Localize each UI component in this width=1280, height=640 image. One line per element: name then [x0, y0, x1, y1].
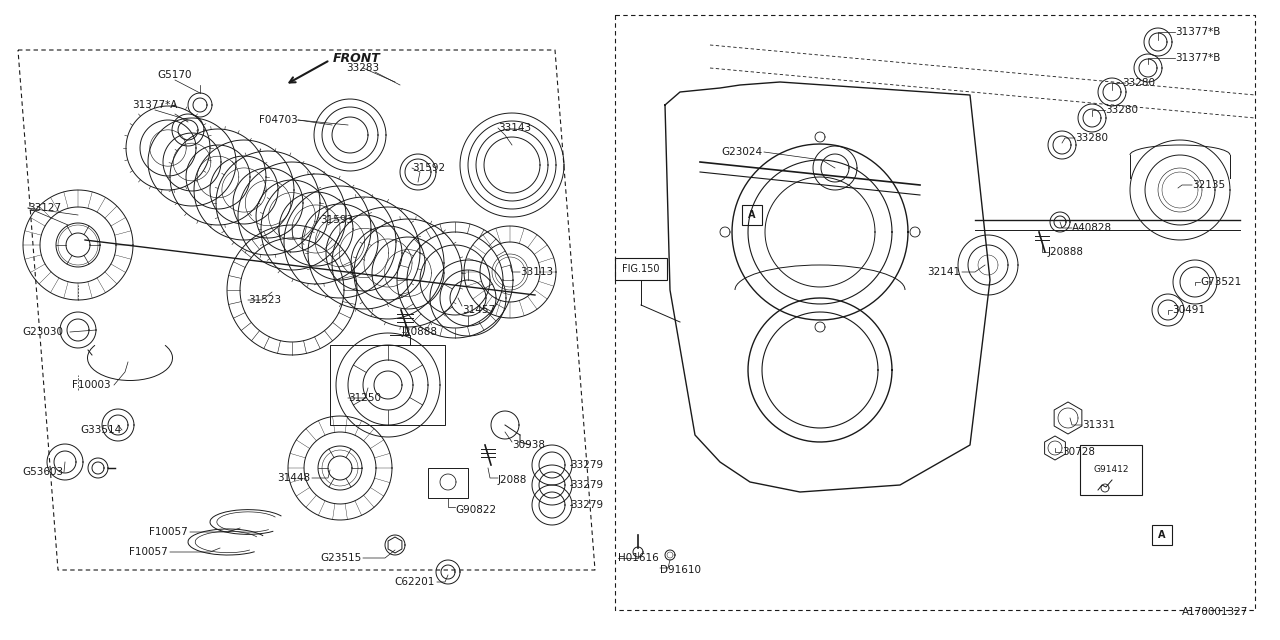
Text: G91412: G91412 — [1093, 465, 1129, 474]
Text: J20888: J20888 — [402, 327, 438, 337]
Text: 31250: 31250 — [348, 393, 381, 403]
Text: FRONT: FRONT — [333, 51, 380, 65]
Text: F10057: F10057 — [150, 527, 188, 537]
Text: A: A — [1158, 530, 1166, 540]
Text: 33280: 33280 — [1123, 78, 1155, 88]
Text: H01616: H01616 — [618, 553, 659, 563]
Bar — [330, 345, 445, 425]
Text: 30491: 30491 — [1172, 305, 1204, 315]
Text: 32135: 32135 — [1192, 180, 1225, 190]
Text: 33127: 33127 — [28, 203, 61, 213]
Text: G73521: G73521 — [1201, 277, 1242, 287]
Text: 31377*B: 31377*B — [1175, 53, 1220, 63]
Text: 33280: 33280 — [1105, 105, 1138, 115]
Text: F10057: F10057 — [129, 547, 168, 557]
Text: 31377*B: 31377*B — [1175, 27, 1220, 37]
Text: G5170: G5170 — [157, 70, 192, 80]
Text: 33279: 33279 — [570, 500, 603, 510]
Text: 31331: 31331 — [1082, 420, 1115, 430]
Text: 33280: 33280 — [1075, 133, 1108, 143]
Bar — [742, 205, 762, 225]
Text: G23515: G23515 — [321, 553, 362, 563]
Text: A170001327: A170001327 — [1181, 607, 1248, 617]
Text: C62201: C62201 — [394, 577, 435, 587]
Text: G90822: G90822 — [454, 505, 497, 515]
Text: 31377*A: 31377*A — [132, 100, 178, 110]
Text: D91610: D91610 — [660, 565, 701, 575]
Bar — [614, 258, 667, 280]
Text: 31592: 31592 — [412, 163, 445, 173]
Bar — [1080, 445, 1142, 495]
Text: A40828: A40828 — [1073, 223, 1112, 233]
Text: 33113: 33113 — [520, 267, 553, 277]
Text: A: A — [749, 210, 755, 220]
Text: 31523: 31523 — [248, 295, 282, 305]
Text: G23030: G23030 — [22, 327, 63, 337]
Text: 31593: 31593 — [320, 215, 353, 225]
Text: 30728: 30728 — [1062, 447, 1094, 457]
Text: FIG.150: FIG.150 — [622, 264, 659, 274]
Text: 30938: 30938 — [512, 440, 545, 450]
Bar — [428, 468, 468, 498]
Text: 33143: 33143 — [498, 123, 531, 133]
Text: 31448: 31448 — [276, 473, 310, 483]
Text: F10003: F10003 — [72, 380, 110, 390]
Text: 32141: 32141 — [927, 267, 960, 277]
Text: F04703: F04703 — [260, 115, 298, 125]
Text: G23024: G23024 — [721, 147, 762, 157]
Text: G53603: G53603 — [22, 467, 63, 477]
Text: 33279: 33279 — [570, 480, 603, 490]
Text: J2088: J2088 — [498, 475, 527, 485]
Text: 31457: 31457 — [462, 305, 495, 315]
Bar — [1152, 525, 1172, 545]
Text: G33514: G33514 — [81, 425, 122, 435]
Text: 33279: 33279 — [570, 460, 603, 470]
Text: J20888: J20888 — [1048, 247, 1084, 257]
Text: 33283: 33283 — [347, 63, 380, 73]
